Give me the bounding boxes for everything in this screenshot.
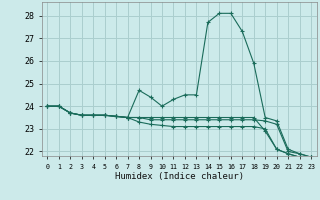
- X-axis label: Humidex (Indice chaleur): Humidex (Indice chaleur): [115, 172, 244, 181]
